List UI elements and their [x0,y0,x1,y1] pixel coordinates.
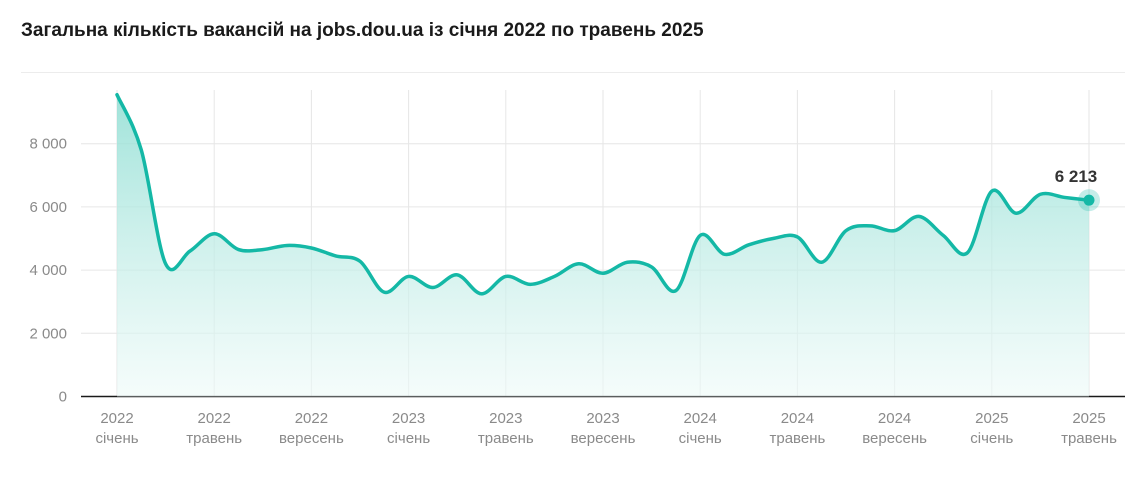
x-tick-month: січень [95,430,138,447]
x-tick-month: травень [478,430,534,447]
y-tick-label: 0 [59,389,67,406]
x-tick-month: січень [387,430,430,447]
x-tick-month: січень [679,430,722,447]
x-tick-year: 2024 [781,410,814,427]
x-tick-year: 2022 [198,410,231,427]
y-tick-label: 4 000 [29,262,67,279]
x-tick-month: травень [1061,430,1117,447]
x-tick-year: 2023 [392,410,425,427]
x-tick-month: січень [970,430,1013,447]
x-tick-month: травень [186,430,242,447]
x-tick-month: вересень [862,430,927,447]
y-tick-label: 6 000 [29,199,67,216]
y-tick-label: 8 000 [29,136,67,153]
x-tick-year: 2025 [975,410,1008,427]
series-area-fill [117,94,1089,397]
title-separator [21,72,1125,73]
x-axis: 2022 січень 2022 травень 2022 вересень 2023 січ… [95,410,1117,447]
x-tick-year: 2022 [100,410,133,427]
x-tick-year: 2023 [489,410,522,427]
y-axis: 0 2 000 4 000 6 000 8 000 [29,136,67,406]
x-tick-year: 2025 [1072,410,1105,427]
x-tick-year: 2024 [878,410,911,427]
last-value-label: 6 213 [1055,167,1098,186]
y-tick-label: 2 000 [29,325,67,342]
series-line [115,92,1091,296]
x-tick-year: 2023 [586,410,619,427]
x-tick-month: вересень [279,430,344,447]
x-tick-year: 2024 [684,410,717,427]
last-point-marker: 6 213 [1055,167,1100,212]
x-tick-month: травень [770,430,826,447]
last-point-dot [1083,194,1095,206]
chart-title: Загальна кількість вакансій на jobs.dou.… [21,20,704,41]
x-tick-year: 2022 [295,410,328,427]
x-tick-month: вересень [571,430,636,447]
